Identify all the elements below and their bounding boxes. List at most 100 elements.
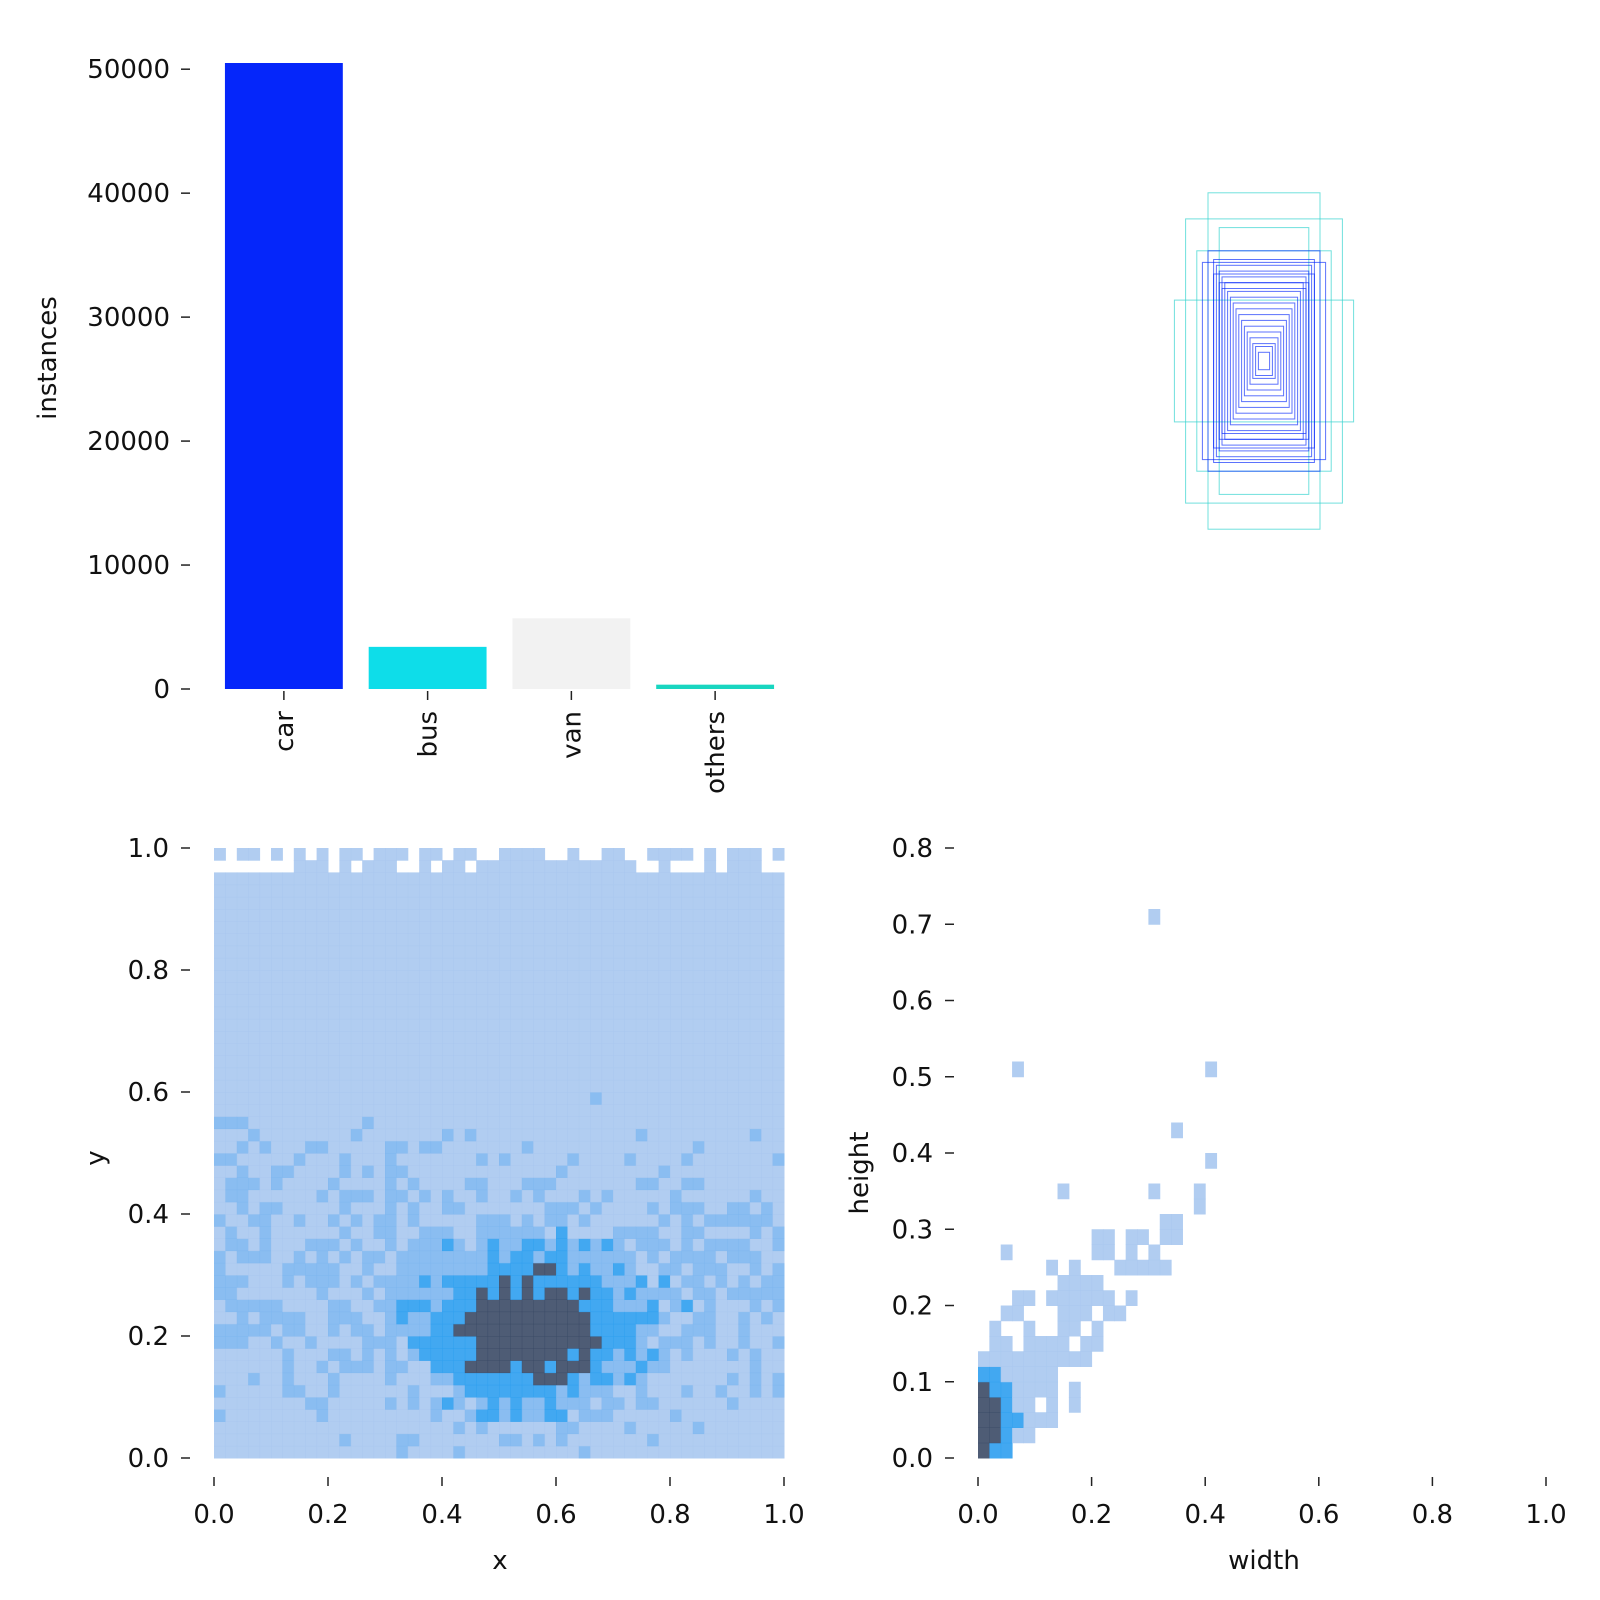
xy-heat-cell [328, 1299, 340, 1313]
xy-heat-cell [464, 909, 477, 922]
xy-heat-cell [385, 1409, 397, 1422]
xy-heat-cell [373, 921, 386, 934]
xy-heat-cell [499, 1116, 511, 1130]
xy-heat-cell [613, 1189, 625, 1203]
xy-heat-cell [339, 994, 352, 1008]
xy-heat-cell [225, 921, 238, 934]
xy-heat-cell [613, 1409, 625, 1422]
xy-heat-cell [704, 1128, 717, 1142]
xy-heat-cell [761, 1067, 774, 1081]
xy-heat-cell [328, 1250, 340, 1264]
xy-heat-cell [590, 970, 603, 983]
wh-heat-cell [1080, 1275, 1093, 1291]
xy-heat-cell [225, 1104, 238, 1117]
xy-heat-cell [487, 1043, 500, 1056]
wh-heat-cell [1000, 1244, 1013, 1261]
xy-heat-cell [362, 1275, 375, 1288]
xy-heat-cell [305, 1043, 318, 1056]
xy-heat-cell [715, 1409, 728, 1422]
xy-heat-cell [430, 1055, 443, 1069]
xy-heat-cell [259, 1128, 272, 1142]
xy-heat-cell [738, 1336, 751, 1349]
xy-heat-cell [510, 1433, 523, 1447]
xy-heat-cell [476, 1092, 489, 1105]
xy-heat-cell [385, 1116, 397, 1130]
xy-heat-cell [487, 1104, 500, 1117]
xy-heat-cell [430, 1153, 443, 1166]
xy-heat-cell [328, 1201, 340, 1215]
xy-heat-cell [464, 872, 477, 886]
xy-heat-cell [271, 1226, 283, 1239]
xy-heat-cell [681, 1153, 694, 1166]
xy-heat-cell [590, 1043, 603, 1056]
xy-heat-cell [635, 1433, 648, 1447]
xy-heat-cell [442, 1031, 454, 1044]
xy-heat-cell [305, 1445, 318, 1459]
xy-heat-cell [419, 1287, 432, 1300]
xy-heat-cell [738, 1214, 751, 1227]
bar-ytick-label: 40000 [87, 179, 170, 209]
xy-heat-cell [373, 848, 386, 861]
xy-heat-cell [499, 1336, 511, 1349]
xy-heat-cell [727, 1336, 739, 1349]
xy-heat-cell [704, 872, 717, 886]
xy-heat-cell [316, 1031, 329, 1044]
xy-heat-cell [670, 1433, 682, 1447]
xy-heat-cell [282, 921, 295, 934]
xy-heat-cell [533, 1299, 546, 1313]
xy-heat-cell [464, 1287, 477, 1300]
xy-heat-cell [647, 957, 660, 971]
xy-heat-cell [521, 982, 534, 995]
xy-heat-cell [727, 860, 739, 873]
xy-heat-cell [248, 1384, 261, 1398]
xy-heat-cell [293, 1153, 306, 1166]
xy-heat-cell [385, 1311, 397, 1325]
xy-heat-cell [362, 1445, 375, 1459]
xy-heat-cell [681, 1079, 694, 1093]
xy-heat-cell [350, 945, 363, 959]
xy-heat-cell [647, 848, 660, 861]
xy-heat-cell [567, 1250, 580, 1264]
xy-heat-cell [556, 1384, 568, 1398]
xy-heat-cell [453, 1140, 466, 1154]
xy-heat-cell [442, 1445, 454, 1459]
xy-heat-cell [328, 957, 340, 971]
wh-heat-cell [1000, 1427, 1013, 1444]
xy-heat-cell [305, 1336, 318, 1349]
xy-heat-cell [316, 1140, 329, 1154]
xy-heat-cell [738, 921, 751, 934]
xy-heat-cell [362, 1116, 375, 1130]
xy-heat-cell [533, 1238, 546, 1252]
xy-heat-cell [635, 896, 648, 910]
xy-heat-cell [236, 909, 249, 922]
xy-heat-cell [214, 909, 226, 922]
xy-heat-cell [293, 1372, 306, 1386]
xy-heat-cell [259, 1238, 272, 1252]
xy-heat-cell [373, 1287, 386, 1300]
xy-heat-cell [521, 1128, 534, 1142]
xy-heat-cell [442, 1311, 454, 1325]
xy-heat-cell [430, 1189, 443, 1203]
xy-heat-cell [681, 909, 694, 922]
xy-heat-cell [316, 957, 329, 971]
xy-heat-cell [670, 1043, 682, 1056]
xy-heat-cell [214, 1336, 226, 1349]
xy-heat-cell [464, 1348, 477, 1361]
xy-heat-cell [316, 1104, 329, 1117]
xy-heat-cell [704, 1299, 717, 1313]
xy-heat-cell [681, 1287, 694, 1300]
xy-heat-cell [453, 921, 466, 934]
xy-heat-cell [761, 1372, 774, 1386]
xy-heat-cell [407, 1262, 420, 1276]
xy-heat-cell [704, 921, 717, 934]
xy-heat-cell [704, 1384, 717, 1398]
xy-heat-cell [487, 1397, 500, 1410]
xy-heat-cell [590, 957, 603, 971]
xy-heat-cell [442, 994, 454, 1008]
xy-heat-cell [601, 1189, 614, 1203]
xy-heat-cell [476, 1177, 489, 1191]
xy-heat-cell [658, 1031, 671, 1044]
xy-heat-cell [613, 1384, 625, 1398]
xy-heat-cell [670, 1031, 682, 1044]
xy-heat-cell [225, 1336, 238, 1349]
